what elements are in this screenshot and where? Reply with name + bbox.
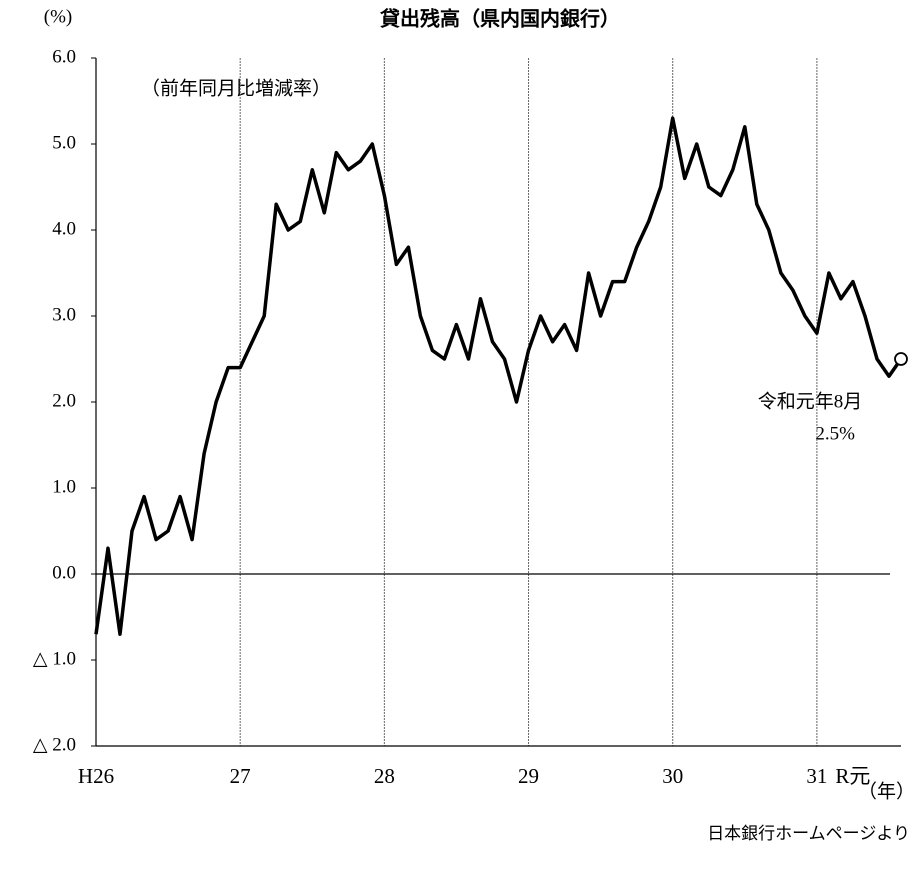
y-tick-label: 5.0 — [52, 132, 76, 153]
x-tick-label: R元 — [835, 764, 870, 788]
subtitle: （前年同月比増減率） — [141, 77, 331, 99]
x-tick-label: 30 — [662, 764, 683, 788]
chart-title: 貸出残高（県内国内銀行） — [379, 7, 620, 31]
x-tick-label: 29 — [518, 764, 539, 788]
x-tick-label: 27 — [230, 764, 251, 788]
y-tick-label: 4.0 — [52, 218, 76, 239]
series-line — [94, 116, 903, 636]
x-tick-label: 28 — [374, 764, 395, 788]
y-tick-label: 1.0 — [52, 476, 76, 497]
y-tick-label: 6.0 — [52, 46, 76, 67]
x-tick-label: 31 — [806, 764, 827, 788]
annotation-value: 2.5% — [815, 423, 855, 444]
y-tick-label: 3.0 — [52, 304, 76, 325]
x-tick-label: H26 — [78, 764, 114, 788]
y-tick-label: 2.0 — [52, 390, 76, 411]
source: 日本銀行ホームページより — [707, 824, 910, 844]
annotation: 令和元年8月 — [758, 390, 863, 412]
y-tick-label: 0.0 — [52, 562, 76, 583]
y-tick-label: △ 1.0 — [33, 648, 76, 669]
y-tick-label: △ 2.0 — [33, 734, 76, 755]
x-unit: （年） — [858, 780, 915, 802]
end-marker — [894, 352, 908, 366]
y-unit: (%) — [44, 6, 72, 27]
